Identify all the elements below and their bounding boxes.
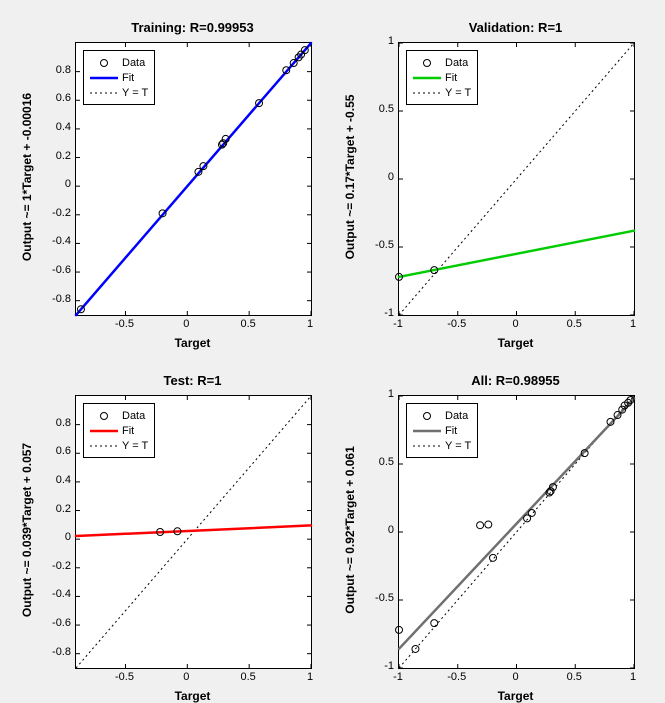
ytick-test-5: 0.2 (56, 503, 71, 515)
ytick-test-8: 0.8 (56, 417, 71, 429)
ytick-validation-0: -1 (384, 307, 394, 319)
xtick-validation-0: -1 (383, 318, 413, 330)
ylabel-test: Output ~= 0.039*Target + 0.057 (20, 410, 34, 650)
xlabel-training: Target (75, 336, 310, 350)
ytick-test-6: 0.4 (56, 474, 71, 486)
legend-diag-label: Y = T (122, 440, 148, 452)
ytick-training-2: -0.4 (52, 235, 71, 247)
xlabel-test: Target (75, 689, 310, 703)
ytick-validation-1: -0.5 (375, 239, 394, 251)
xtick-validation-4: 1 (618, 318, 648, 330)
ytick-training-3: -0.2 (52, 207, 71, 219)
xtick-validation-3: 0.5 (559, 318, 589, 330)
legend-data-label: Data (122, 57, 145, 69)
xtick-test-0: -0.5 (109, 671, 139, 683)
xtick-all-2: 0 (501, 671, 531, 683)
xtick-test-3: 1 (295, 671, 325, 683)
xtick-training-3: 1 (295, 318, 325, 330)
ytick-all-2: 0 (388, 524, 394, 536)
legend-fit-label: Fit (122, 425, 134, 437)
ytick-validation-3: 0.5 (379, 103, 394, 115)
subplot-title-validation: Validation: R=1 (398, 20, 633, 35)
figure-root: Training: R=0.99953 Target Output ~= 1*Tar… (0, 0, 665, 689)
xlabel-all: Target (398, 689, 633, 703)
subplot-title-all: All: R=0.98955 (398, 373, 633, 388)
xtick-test-1: 0 (171, 671, 201, 683)
ytick-all-4: 1 (388, 388, 394, 400)
ylabel-validation: Output ~= 0.17*Target + -0.55 (343, 57, 357, 297)
xtick-test-2: 0.5 (233, 671, 263, 683)
subplot-title-training: Training: R=0.99953 (75, 20, 310, 35)
legend-training: Data Fit Y = T (83, 50, 155, 105)
ytick-test-7: 0.6 (56, 445, 71, 457)
ylabel-all: Output ~= 0.92*Target + 0.061 (343, 410, 357, 650)
ytick-test-0: -0.8 (52, 646, 71, 658)
legend-validation: Data Fit Y = T (406, 50, 478, 105)
legend-diag-label: Y = T (445, 440, 471, 452)
xlabel-validation: Target (398, 336, 633, 350)
xtick-all-4: 1 (618, 671, 648, 683)
ytick-test-4: 0 (65, 531, 71, 543)
xtick-all-0: -1 (383, 671, 413, 683)
legend-data-label: Data (445, 410, 468, 422)
xtick-all-1: -0.5 (442, 671, 472, 683)
ytick-all-3: 0.5 (379, 456, 394, 468)
legend-fit-label: Fit (445, 425, 457, 437)
ytick-training-5: 0.2 (56, 150, 71, 162)
xtick-validation-2: 0 (501, 318, 531, 330)
legend-test: Data Fit Y = T (83, 403, 155, 458)
legend-fit-label: Fit (445, 72, 457, 84)
legend-data-label: Data (122, 410, 145, 422)
ytick-all-0: -1 (384, 660, 394, 672)
subplot-title-test: Test: R=1 (75, 373, 310, 388)
ytick-training-8: 0.8 (56, 64, 71, 76)
xtick-validation-1: -0.5 (442, 318, 472, 330)
legend-fit-label: Fit (122, 72, 134, 84)
ytick-training-6: 0.4 (56, 121, 71, 133)
ytick-validation-2: 0 (388, 171, 394, 183)
legend-all: Data Fit Y = T (406, 403, 478, 458)
ytick-training-1: -0.6 (52, 264, 71, 276)
ytick-test-3: -0.2 (52, 560, 71, 572)
ytick-test-2: -0.4 (52, 588, 71, 600)
legend-data-label: Data (445, 57, 468, 69)
xtick-training-2: 0.5 (233, 318, 263, 330)
xtick-training-0: -0.5 (109, 318, 139, 330)
ytick-training-4: 0 (65, 178, 71, 190)
ytick-test-1: -0.6 (52, 617, 71, 629)
legend-diag-label: Y = T (445, 87, 471, 99)
ytick-validation-4: 1 (388, 35, 394, 47)
legend-diag-label: Y = T (122, 87, 148, 99)
ytick-training-7: 0.6 (56, 92, 71, 104)
ytick-training-0: -0.8 (52, 293, 71, 305)
ytick-all-1: -0.5 (375, 592, 394, 604)
ylabel-training: Output ~= 1*Target + -0.00016 (20, 57, 34, 297)
xtick-training-1: 0 (171, 318, 201, 330)
xtick-all-3: 0.5 (559, 671, 589, 683)
